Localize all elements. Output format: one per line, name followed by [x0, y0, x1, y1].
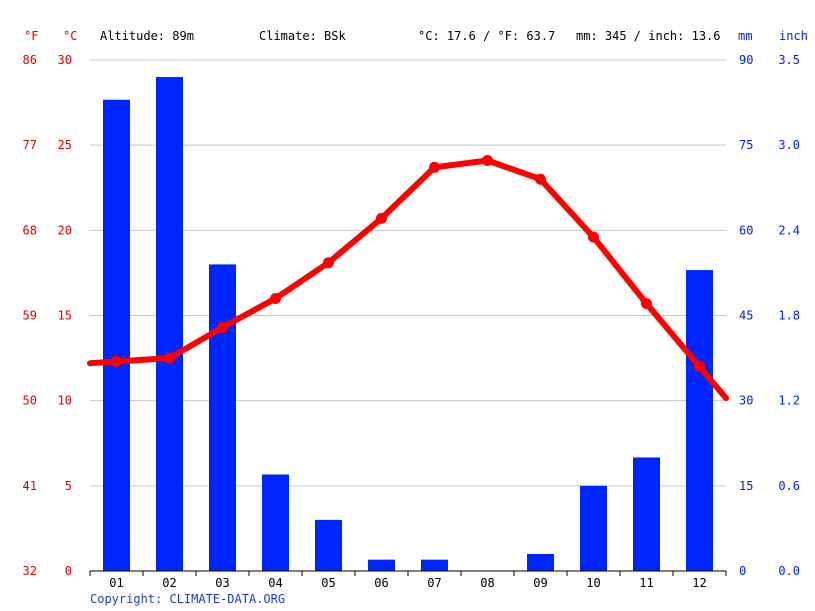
month-tick-label: 02 [162, 576, 176, 590]
precipitation-bar [156, 77, 183, 572]
temperature-point [270, 292, 281, 304]
temperature-point [535, 173, 546, 185]
mm-tick-label: 45 [739, 309, 753, 323]
month-tick-label: 06 [374, 576, 388, 590]
month-tick-label: 11 [639, 576, 653, 590]
inch-tick-label: 0.0 [778, 564, 800, 578]
fahrenheit-tick-label: 50 [23, 394, 37, 408]
fahrenheit-unit-label: °F [24, 29, 39, 43]
temperature-point [164, 352, 175, 364]
mm-tick-label: 15 [739, 479, 753, 493]
inch-unit-label: inch [779, 29, 808, 43]
celsius-tick-label: 25 [58, 138, 72, 152]
fahrenheit-tick-label: 41 [23, 479, 37, 493]
temperature-point [323, 257, 334, 269]
temperature-point [376, 212, 387, 224]
precipitation-summary: mm: 345 / inch: 13.6 [576, 29, 721, 43]
celsius-tick-label: 5 [65, 479, 72, 493]
temperature-point [588, 231, 599, 243]
precipitation-bar [262, 474, 289, 571]
mm-tick-label: 30 [739, 394, 753, 408]
celsius-tick-label: 10 [58, 394, 72, 408]
month-tick-label: 12 [692, 576, 706, 590]
precipitation-bar [421, 559, 448, 571]
month-tick-label: 07 [427, 576, 441, 590]
celsius-unit-label: °C [63, 29, 78, 43]
month-tick-label: 10 [586, 576, 600, 590]
precipitation-bar [368, 559, 395, 571]
celsius-tick-label: 30 [58, 53, 72, 67]
inch-tick-label: 0.6 [778, 479, 800, 493]
month-tick-label: 04 [268, 576, 282, 590]
temperature-point [694, 361, 705, 373]
inch-tick-label: 1.8 [778, 309, 800, 323]
precipitation-bar [103, 99, 130, 571]
temperature-point [217, 321, 228, 333]
precipitation-bar [686, 270, 713, 571]
month-tick-label: 05 [321, 576, 335, 590]
celsius-tick-label: 0 [65, 564, 72, 578]
month-tick-label: 01 [109, 576, 123, 590]
temperature-summary: °C: 17.6 / °F: 63.7 [418, 29, 556, 43]
inch-tick-label: 2.4 [778, 223, 800, 237]
month-tick-label: 09 [533, 576, 547, 590]
precipitation-bar [315, 519, 342, 571]
mm-tick-label: 0 [739, 564, 746, 578]
month-tick-label: 03 [215, 576, 229, 590]
fahrenheit-tick-label: 32 [23, 564, 37, 578]
mm-tick-label: 60 [739, 223, 753, 237]
inch-tick-label: 3.5 [778, 53, 800, 67]
celsius-tick-label: 15 [58, 309, 72, 323]
fahrenheit-tick-label: 68 [23, 223, 37, 237]
axes: 32 0 0 0.0 41 5 15 0.6 50 10 30 1.2 59 15 45 1.8 68 20 60 2… [23, 53, 800, 590]
precipitation-bar [209, 264, 236, 571]
altitude-label: Altitude: 89m [100, 29, 194, 43]
temperature-point [641, 298, 652, 310]
precipitation-bars [103, 77, 713, 572]
copyright-link[interactable]: Copyright: CLIMATE-DATA.ORG [90, 592, 286, 606]
precipitation-bar [527, 553, 554, 571]
temperature-point [429, 161, 440, 173]
climate-label: Climate: BSk [259, 29, 346, 43]
mm-tick-label: 75 [739, 138, 753, 152]
temperature-point [482, 154, 493, 166]
inch-tick-label: 3.0 [778, 138, 800, 152]
temperature-line [87, 154, 729, 402]
precipitation-bar [633, 457, 660, 571]
fahrenheit-tick-label: 86 [23, 53, 37, 67]
mm-tick-label: 90 [739, 53, 753, 67]
celsius-tick-label: 20 [58, 223, 72, 237]
fahrenheit-tick-label: 77 [23, 138, 37, 152]
temperature-point [111, 355, 122, 367]
month-tick-label: 08 [480, 576, 494, 590]
precipitation-bar [580, 485, 607, 571]
inch-tick-label: 1.2 [778, 394, 800, 408]
grid-lines [90, 59, 726, 487]
fahrenheit-tick-label: 59 [23, 309, 37, 323]
mm-unit-label: mm [738, 29, 753, 43]
temperature-line-path [87, 157, 729, 402]
